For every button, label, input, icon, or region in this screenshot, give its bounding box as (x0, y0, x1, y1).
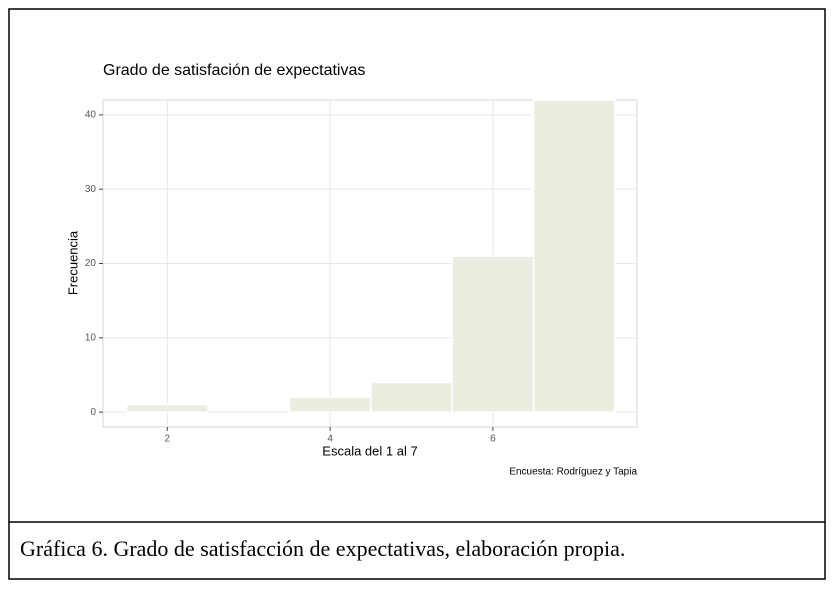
bar (370, 381, 453, 413)
x-axis-label: Escala del 1 al 7 (322, 443, 417, 458)
source-note: Encuesta: Rodríguez y Tapia (509, 467, 637, 478)
y-tick-label: 40 (85, 110, 97, 121)
x-tick-label: 2 (165, 434, 171, 445)
x-tick-label: 6 (490, 434, 496, 445)
y-axis-label: Frecuencia (65, 230, 80, 295)
frame (8, 8, 826, 580)
y-tick-label: 10 (85, 332, 97, 343)
y-tick-label: 0 (90, 407, 96, 418)
bar (451, 255, 535, 413)
y-tick-label: 30 (85, 184, 97, 195)
bar (288, 396, 372, 413)
caption: Gráfica 6. Grado de satisfacción de expe… (20, 536, 625, 561)
y-tick-label: 20 (85, 258, 97, 269)
chart-title: Grado de satisfación de expectativas (103, 62, 365, 79)
bar (125, 403, 209, 413)
x-tick-label: 4 (327, 434, 333, 445)
bar (532, 99, 616, 413)
